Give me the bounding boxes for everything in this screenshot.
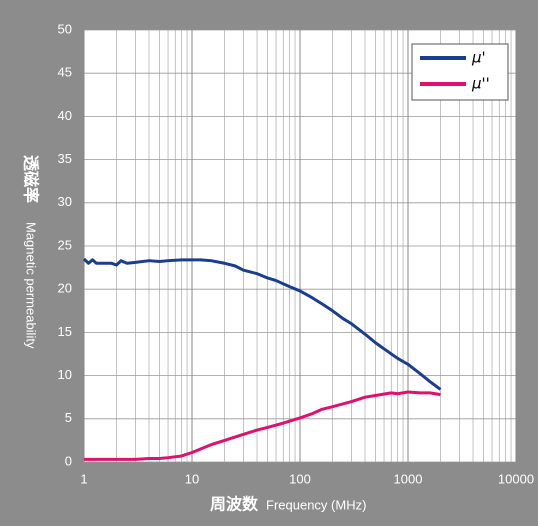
y-tick-label: 25 (58, 237, 72, 252)
x-tick-label: 100 (289, 471, 311, 486)
y-tick-label: 15 (58, 324, 72, 339)
y-tick-label: 10 (58, 367, 72, 382)
x-axis-label-en: Frequency (MHz) (266, 497, 366, 512)
y-tick-label: 35 (58, 151, 72, 166)
series-line (84, 390, 441, 461)
y-tick-label: 45 (58, 65, 72, 80)
y-tick-label: 0 (65, 453, 72, 468)
x-tick-label: 10000 (498, 471, 534, 486)
y-tick-label: 30 (58, 194, 72, 209)
y-axis-label: 透磁率 (22, 155, 41, 203)
x-tick-label: 10 (185, 471, 199, 486)
y-axis-label-en: Magnetic permeability (24, 222, 39, 349)
y-tick-label: 50 (58, 21, 72, 36)
y-tick-label: 20 (58, 281, 72, 296)
legend-label: μ'' (471, 75, 490, 93)
x-axis-label: 周波数 (210, 495, 259, 514)
y-tick-label: 5 (65, 410, 72, 425)
y-tick-label: 40 (58, 108, 72, 123)
legend-box (411, 43, 509, 101)
x-tick-label: 1000 (394, 471, 423, 486)
legend-label: μ' (471, 49, 486, 67)
x-tick-label: 1 (80, 471, 87, 486)
series-line (82, 257, 442, 391)
